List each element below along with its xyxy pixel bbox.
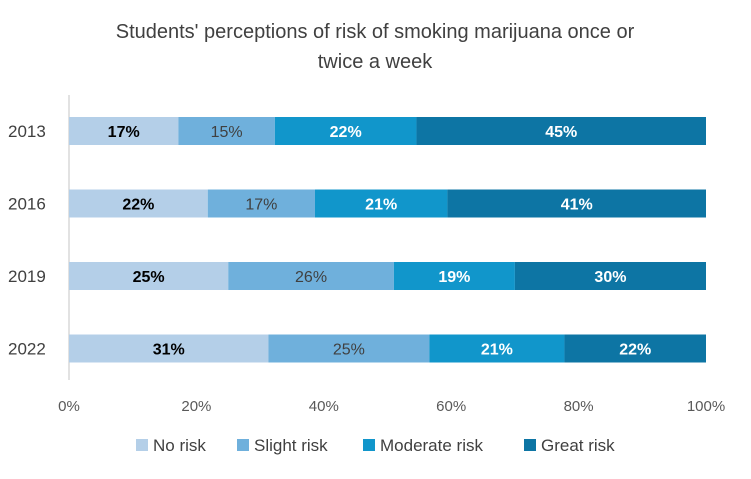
x-tick-label: 100% (687, 398, 725, 415)
data-label: 30% (594, 269, 626, 286)
data-label: 31% (153, 342, 185, 359)
data-label: 25% (333, 342, 365, 359)
bar-segment (447, 189, 706, 218)
bar-segment (69, 262, 229, 290)
legend-label: Great risk (541, 436, 615, 455)
chart-title-line-2: twice a week (318, 51, 433, 73)
bar-segment (514, 262, 706, 290)
data-label: 21% (365, 197, 397, 214)
legend-swatch (237, 439, 249, 451)
data-label: 25% (133, 269, 165, 286)
category-label: 2022 (8, 340, 46, 359)
data-label: 21% (481, 342, 513, 359)
bar-segment (429, 334, 565, 363)
legend: No risk Slight risk Moderate risk Great ris… (136, 436, 615, 455)
chart-title-line-1: Students' perceptions of risk of smoking… (116, 21, 635, 43)
plot-area: 0% 20% 40% 60% 80% 100% 2013 17% 15% 22% 45% 2016 22… (8, 95, 725, 415)
data-label: 17% (245, 197, 277, 214)
data-label: 15% (211, 124, 243, 141)
bar-segment (207, 189, 315, 218)
bar-segment (69, 117, 179, 145)
x-tick-label: 20% (181, 398, 211, 415)
data-label: 17% (108, 124, 140, 141)
data-label: 26% (295, 269, 327, 286)
category-label: 2016 (8, 195, 46, 214)
data-label: 22% (619, 342, 651, 359)
bar-segment (564, 334, 706, 363)
legend-label: Moderate risk (380, 436, 483, 455)
bar-segment (314, 189, 448, 218)
data-label: 45% (545, 124, 577, 141)
category-label: 2013 (8, 122, 46, 141)
data-label: 22% (330, 124, 362, 141)
x-tick-label: 60% (436, 398, 466, 415)
x-tick-label: 80% (564, 398, 594, 415)
bar-segment (228, 262, 394, 290)
legend-swatch (136, 439, 148, 451)
bar-segment (393, 262, 515, 290)
legend-swatch (363, 439, 375, 451)
bar-segment (416, 117, 706, 145)
bar-segment (178, 117, 275, 145)
x-tick-label: 0% (58, 398, 80, 415)
bar-segment (69, 334, 269, 363)
data-label: 22% (122, 197, 154, 214)
data-label: 19% (438, 269, 470, 286)
bar-segment (274, 117, 417, 145)
x-tick-label: 40% (309, 398, 339, 415)
legend-swatch (524, 439, 536, 451)
data-label: 41% (561, 197, 593, 214)
category-label: 2019 (8, 267, 46, 286)
bar-segment (268, 334, 430, 363)
bar-segment (69, 189, 208, 218)
legend-label: No risk (153, 436, 206, 455)
legend-label: Slight risk (254, 436, 328, 455)
